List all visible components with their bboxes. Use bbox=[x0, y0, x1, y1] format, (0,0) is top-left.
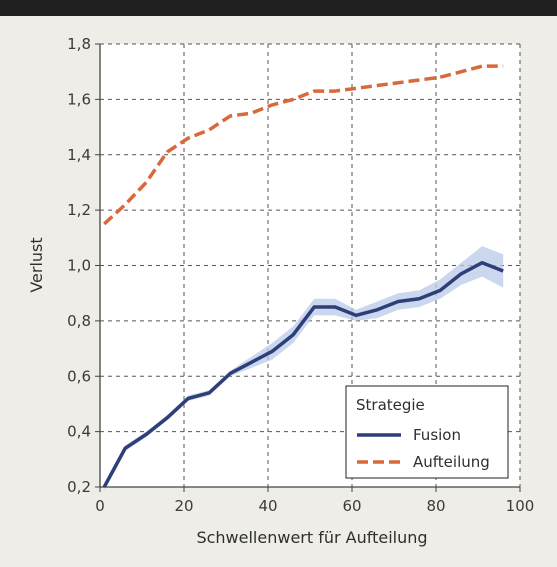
x-axis-title: Schwellenwert für Aufteilung bbox=[196, 528, 427, 547]
x-tick-label: 60 bbox=[342, 497, 361, 515]
y-tick-label: 1,8 bbox=[67, 35, 91, 53]
x-tick-label: 0 bbox=[95, 497, 105, 515]
y-tick-label: 1,4 bbox=[67, 146, 91, 164]
y-tick-label: 1,2 bbox=[67, 201, 91, 219]
confidence-band-fusion bbox=[104, 246, 504, 490]
legend: Strategie Fusion Aufteilung bbox=[345, 385, 509, 479]
y-tick-label: 0,6 bbox=[67, 367, 91, 385]
legend-label-fusion: Fusion bbox=[413, 426, 461, 444]
y-axis-title: Verlust bbox=[27, 237, 46, 292]
series-line-fusion bbox=[102, 260, 504, 488]
y-tick-label: 1,0 bbox=[67, 257, 91, 275]
y-tick-label: 0,2 bbox=[67, 478, 91, 496]
y-tick-label: 1,6 bbox=[67, 90, 91, 108]
y-tick-label: 0,4 bbox=[67, 423, 91, 441]
x-tick-label: 40 bbox=[258, 497, 277, 515]
x-tick-label: 20 bbox=[174, 497, 193, 515]
x-tick-label: 80 bbox=[426, 497, 445, 515]
legend-label-aufteilung: Aufteilung bbox=[413, 453, 490, 471]
tick-labels: 0,2 0,4 0,6 0,8 1,0 1,2 1,4 1,6 1,8 0 20 40 60 80 100 bbox=[67, 35, 534, 515]
y-tick-label: 0,8 bbox=[67, 312, 91, 330]
legend-title: Strategie bbox=[356, 396, 425, 414]
line-chart: 0,20,40,60,81,01,21,41,61,80 20 40 60 80 100 … bbox=[27, 35, 534, 547]
series-layer bbox=[102, 64, 504, 490]
series-line-aufteilung bbox=[103, 64, 504, 226]
top-bar bbox=[0, 0, 557, 16]
x-tick-label: 100 bbox=[506, 497, 535, 515]
